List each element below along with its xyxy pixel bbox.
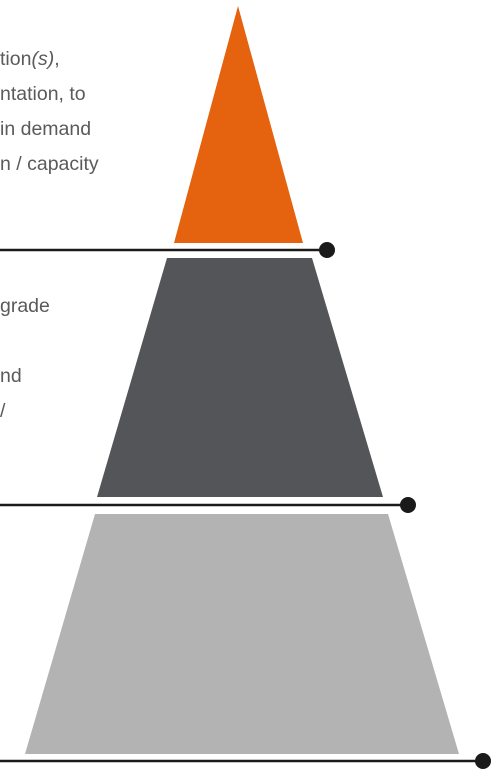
pyramid-tier-top (174, 6, 303, 243)
top-text-line-2: ntation, to (0, 83, 86, 105)
middle-text-line-4: / (0, 400, 6, 422)
middle-text-line-3: nd (0, 365, 22, 387)
middle-text-line-2 (0, 324, 50, 359)
top-text-line-1: tion(s), (0, 48, 60, 70)
pyramid-tier-bottom (25, 514, 459, 754)
pyramid-tier-middle (97, 258, 383, 497)
middle-tier-description: grade nd / (0, 289, 50, 429)
top-text-line-3: in demand (0, 118, 92, 140)
connector-dot-top (319, 242, 335, 258)
connector-dot-middle (400, 497, 416, 513)
connector-dot-bottom (475, 753, 491, 769)
top-tier-description: tion(s), ntation, to in demand n / capac… (0, 42, 99, 182)
top-text-line-4: n / capacity (0, 153, 99, 175)
middle-text-line-1: grade (0, 295, 50, 317)
